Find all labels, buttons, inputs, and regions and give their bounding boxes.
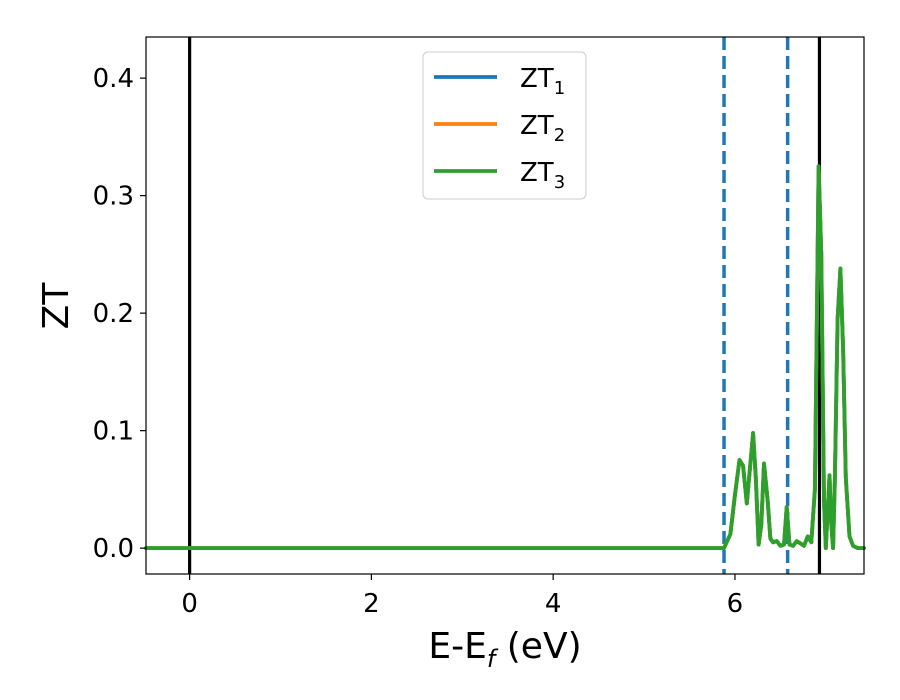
legend-label-1: ZT1 [520, 64, 565, 99]
legend: ZT1 ZT2 ZT3 [422, 51, 587, 200]
y-tick-label: 0.2 [93, 299, 134, 329]
x-axis-ticks: 0 2 4 6 [181, 574, 743, 619]
x-axis-label: E-Ef (eV) [428, 626, 581, 673]
plot-frame [145, 36, 865, 575]
y-tick-label: 0.4 [93, 64, 134, 94]
y-axis-label: ZT [36, 282, 77, 330]
y-tick-label: 0.3 [93, 182, 134, 212]
series-line-3 [144, 164, 866, 550]
y-tick-label: 0.0 [93, 534, 134, 564]
x-tick-label: 2 [363, 589, 380, 619]
legend-label-2: ZT2 [520, 111, 565, 146]
legend-label-3: ZT3 [520, 158, 565, 193]
vertical-reference-lines [188, 37, 822, 574]
y-axis-ticks: 0.0 0.1 0.2 0.3 0.4 [93, 64, 146, 564]
x-tick-label: 4 [545, 589, 562, 619]
y-tick-label: 0.1 [93, 417, 134, 447]
x-tick-label: 6 [727, 589, 744, 619]
x-tick-label: 0 [181, 589, 198, 619]
series-layer [144, 164, 866, 550]
legend-box [422, 51, 587, 200]
